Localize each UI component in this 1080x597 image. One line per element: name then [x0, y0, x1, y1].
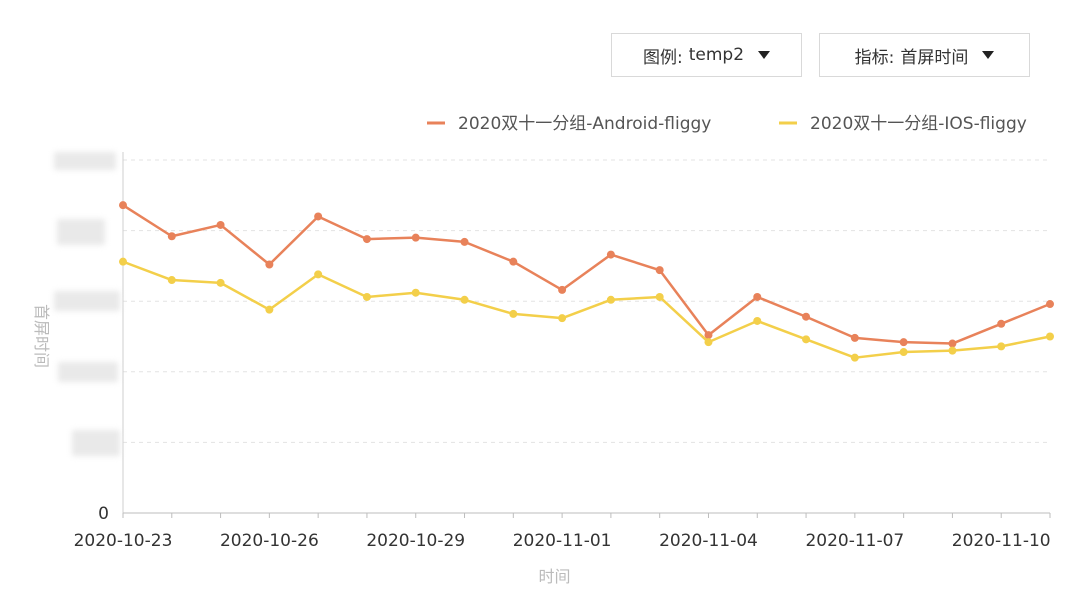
redacted-tick-label	[72, 430, 120, 456]
legend-label: 2020双十一分组-IOS-fliggy	[810, 114, 1027, 134]
data-point	[558, 314, 567, 323]
metric-dropdown-label: 指标:	[854, 47, 895, 68]
metric-dropdown[interactable]: 指标: 首屏时间	[819, 33, 1030, 77]
data-point	[119, 257, 127, 266]
data-point	[460, 295, 469, 304]
legend-dropdown-value: temp2	[688, 45, 745, 65]
data-point	[265, 305, 274, 314]
data-point	[216, 278, 225, 287]
data-point	[997, 342, 1006, 351]
metric-dropdown-value: 首屏时间	[900, 47, 969, 68]
data-point	[216, 220, 225, 229]
data-point	[509, 257, 518, 266]
data-point	[119, 201, 127, 210]
series-line-2	[122, 260, 1051, 359]
data-point	[899, 338, 908, 347]
data-point	[411, 233, 420, 242]
x-tick-label: 2020-10-29	[366, 531, 465, 551]
data-point	[509, 309, 518, 318]
data-point	[948, 346, 957, 355]
data-point	[558, 285, 567, 294]
x-tick-label: 2020-11-10	[952, 531, 1051, 551]
data-point	[265, 260, 274, 269]
data-point	[704, 331, 713, 340]
x-axis-label: 时间	[538, 567, 570, 586]
data-point	[606, 250, 615, 259]
data-point	[802, 312, 811, 321]
data-point	[362, 292, 371, 301]
redacted-tick-label	[54, 291, 120, 311]
redacted-tick-label	[57, 219, 105, 245]
data-point	[802, 335, 811, 344]
data-point	[899, 348, 908, 357]
caret-down-icon	[758, 51, 771, 59]
data-point	[167, 276, 176, 285]
data-point	[655, 266, 664, 275]
data-point	[997, 319, 1006, 328]
data-point	[167, 232, 176, 241]
x-tick-label: 2020-10-26	[220, 531, 319, 551]
data-point	[1046, 300, 1054, 309]
legend-dropdown[interactable]: 图例: temp2	[611, 33, 802, 77]
redacted-tick-label	[58, 362, 118, 382]
data-point	[606, 295, 615, 304]
data-point	[362, 235, 371, 244]
data-point	[850, 333, 859, 342]
redacted-tick-label	[54, 152, 116, 170]
chart-controls: 图例: temp2 指标: 首屏时间	[611, 33, 1030, 77]
legend-dropdown-label: 图例:	[642, 47, 683, 68]
y-axis-label: 首屏时间	[32, 304, 51, 368]
x-tick-label: 2020-11-04	[659, 531, 758, 551]
legend-label: 2020双十一分组-Android-fliggy	[458, 114, 711, 134]
x-tick-label: 2020-10-23	[74, 531, 173, 551]
x-tick-label: 2020-11-01	[513, 531, 612, 551]
data-point	[948, 339, 957, 348]
y-tick-label: 0	[98, 504, 109, 524]
data-point	[460, 237, 469, 246]
series-line-1	[122, 204, 1051, 345]
data-point	[753, 292, 762, 301]
data-point	[314, 212, 323, 221]
caret-down-icon	[982, 51, 995, 59]
data-point	[1046, 332, 1054, 341]
data-point	[704, 338, 713, 347]
data-point	[411, 288, 420, 297]
data-point	[655, 292, 664, 301]
data-point	[850, 353, 859, 362]
data-point	[314, 270, 323, 279]
data-point	[753, 316, 762, 325]
x-tick-label: 2020-11-07	[805, 531, 904, 551]
